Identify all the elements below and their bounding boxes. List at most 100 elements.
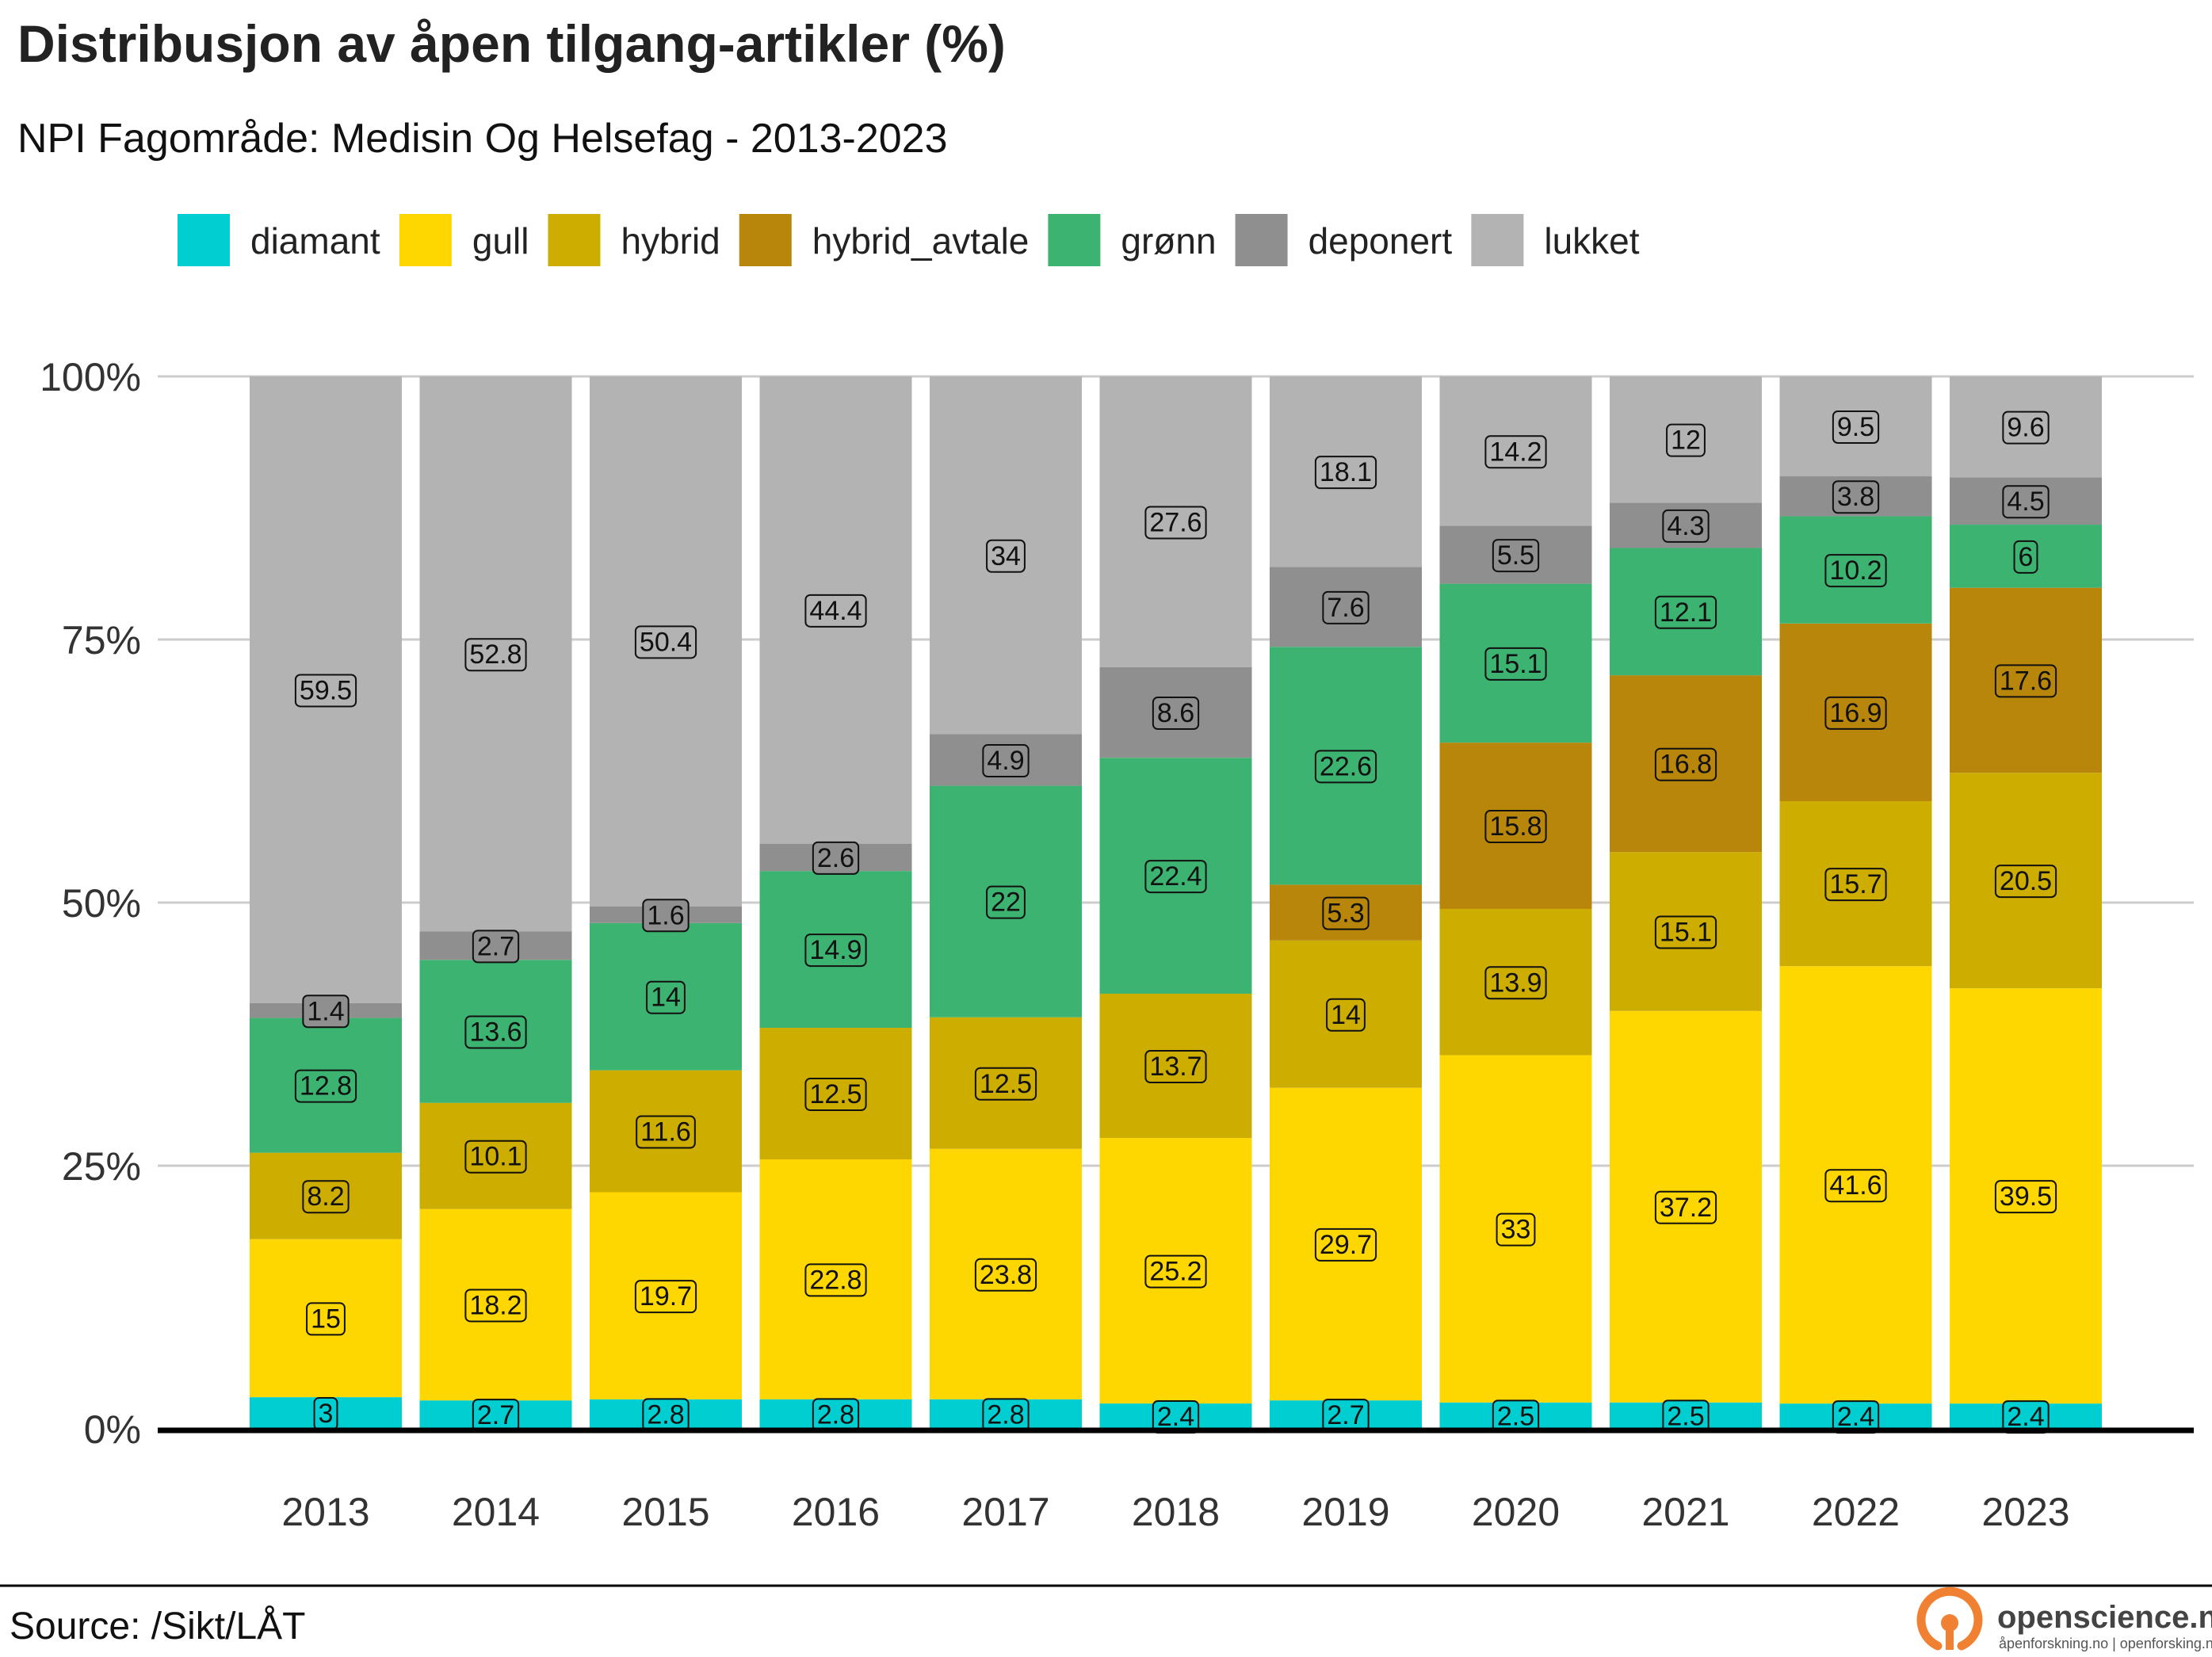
legend-swatch-hybrid: [548, 214, 601, 266]
data-label-text: 12.5: [809, 1079, 861, 1109]
legend-swatch-diamant: [178, 214, 230, 266]
data-label-box: [1322, 590, 1370, 624]
data-label-grønn-2016: 14.9: [804, 933, 867, 968]
data-label-deponert-2022: 3.8: [1832, 480, 1880, 514]
x-tick-label: 2014: [452, 1490, 540, 1534]
data-label-text: 3: [319, 1399, 334, 1429]
data-label-text: 15.7: [1829, 869, 1882, 899]
x-tick-label: 2022: [1812, 1490, 1900, 1534]
data-label-grønn-2017: 22: [986, 885, 1026, 919]
legend-label-deponert: deponert: [1308, 220, 1453, 262]
data-label-grønn-2014: 13.6: [464, 1015, 527, 1049]
data-label-text: 22.6: [1320, 751, 1372, 781]
data-label-box: [294, 1069, 357, 1103]
data-label-text: 5.5: [1497, 540, 1534, 571]
data-label-text: 2.6: [817, 843, 854, 873]
data-label-text: 4.9: [987, 746, 1024, 776]
data-label-text: 14: [651, 983, 681, 1013]
data-label-text: 15.1: [1660, 918, 1712, 948]
data-label-lukket-2014: 52.8: [464, 638, 527, 672]
data-label-grønn-2018: 22.4: [1144, 860, 1207, 894]
data-label-grønn-2019: 22.6: [1314, 750, 1377, 784]
data-label-hybrid-2021: 15.1: [1654, 915, 1717, 949]
data-label-box: [1662, 509, 1710, 543]
opensciencelogo: openscience.no åpenforskning.no | openfo…: [1916, 1586, 2212, 1651]
data-label-diamant-2020: 2.5: [1492, 1399, 1540, 1434]
data-label-box: [1484, 810, 1547, 844]
data-label-text: 52.8: [469, 640, 521, 670]
data-label-gull-2016: 22.8: [804, 1263, 867, 1297]
data-label-lukket-2016: 44.4: [804, 594, 867, 628]
data-label-box: [1152, 697, 1200, 731]
data-label-text: 2.8: [987, 1399, 1024, 1430]
data-label-gull-2017: 23.8: [974, 1258, 1037, 1292]
data-label-text: 15.1: [1489, 649, 1542, 679]
data-label-text: 7.6: [1327, 593, 1364, 623]
data-label-box: [2002, 410, 2050, 445]
data-label-text: 23.8: [980, 1260, 1032, 1290]
data-label-box: [464, 1140, 527, 1174]
data-label-lukket-2020: 14.2: [1484, 435, 1547, 469]
data-label-text: 2.7: [477, 931, 514, 961]
data-label-text: 15.8: [1489, 811, 1542, 842]
data-label-diamant-2017: 2.8: [982, 1398, 1030, 1432]
logo-text: openscience.no: [1997, 1600, 2212, 1635]
legend-label-diamant: diamant: [250, 220, 380, 262]
data-label-text: 19.7: [640, 1281, 692, 1311]
data-label-box: [804, 933, 867, 968]
data-label-lukket-2022: 9.5: [1832, 410, 1880, 445]
data-label-text: 11.6: [640, 1117, 691, 1147]
data-label-text: 13.9: [1489, 968, 1542, 998]
data-label-text: 3.8: [1837, 482, 1874, 512]
legend-swatch-hybrid_avtale: [739, 214, 792, 266]
data-label-box: [1832, 480, 1880, 514]
data-label-box: [302, 995, 350, 1029]
data-label-text: 18.1: [1320, 457, 1372, 487]
data-label-box: [812, 841, 860, 875]
data-label-text: 2.7: [477, 1400, 514, 1430]
data-label-box: [1484, 647, 1547, 681]
data-label-box: [636, 1115, 696, 1149]
data-label-box: [1654, 595, 1717, 629]
data-label-box: [1824, 554, 1887, 588]
data-label-text: 2.4: [1157, 1402, 1194, 1432]
data-label-hybrid-2019: 14: [1326, 998, 1366, 1032]
data-label-box: [986, 885, 1026, 919]
data-label-text: 14: [1331, 1000, 1361, 1030]
data-label-text: 44.4: [809, 596, 861, 626]
legend-swatch-deponert: [1235, 214, 1288, 266]
data-label-box: [1824, 696, 1887, 730]
data-label-text: 33: [1501, 1215, 1531, 1245]
data-label-box: [1484, 435, 1547, 469]
data-label-box: [1314, 456, 1377, 490]
data-label-text: 13.6: [469, 1017, 521, 1048]
data-label-text: 22.8: [809, 1265, 861, 1295]
x-tick-label: 2016: [792, 1490, 880, 1534]
data-label-box: [294, 674, 357, 708]
data-label-text: 39.5: [2000, 1182, 2052, 1212]
data-label-deponert-2023: 4.5: [2002, 485, 2050, 519]
data-label-text: 37.2: [1660, 1193, 1712, 1223]
data-label-hybrid_avtale-2021: 16.8: [1654, 747, 1717, 781]
y-tick-label: 100%: [40, 355, 141, 399]
data-label-deponert-2014: 2.7: [472, 930, 520, 964]
data-label-box: [1654, 747, 1717, 781]
data-label-box: [634, 1280, 697, 1314]
data-label-text: 15: [311, 1304, 341, 1334]
legend-label-hybrid_avtale: hybrid_avtale: [812, 220, 1030, 262]
data-label-hybrid-2018: 13.7: [1144, 1050, 1207, 1084]
data-label-hybrid-2022: 15.7: [1824, 868, 1887, 902]
data-label-diamant-2018: 2.4: [1152, 1400, 1200, 1434]
data-label-box: [1314, 750, 1377, 784]
data-label-text: 27.6: [1149, 507, 1202, 537]
data-label-text: 2.8: [647, 1399, 684, 1430]
data-label-hybrid-2017: 12.5: [974, 1067, 1037, 1101]
data-label-text: 9.6: [2007, 413, 2044, 443]
legend-swatch-gull: [399, 214, 452, 266]
data-label-gull-2014: 18.2: [464, 1289, 527, 1323]
data-label-diamant-2013: 3: [313, 1397, 338, 1431]
data-label-text: 2.8: [817, 1399, 854, 1430]
data-label-box: [1824, 1169, 1887, 1203]
data-label-box: [1994, 865, 2057, 899]
data-label-text: 6: [2019, 542, 2034, 572]
